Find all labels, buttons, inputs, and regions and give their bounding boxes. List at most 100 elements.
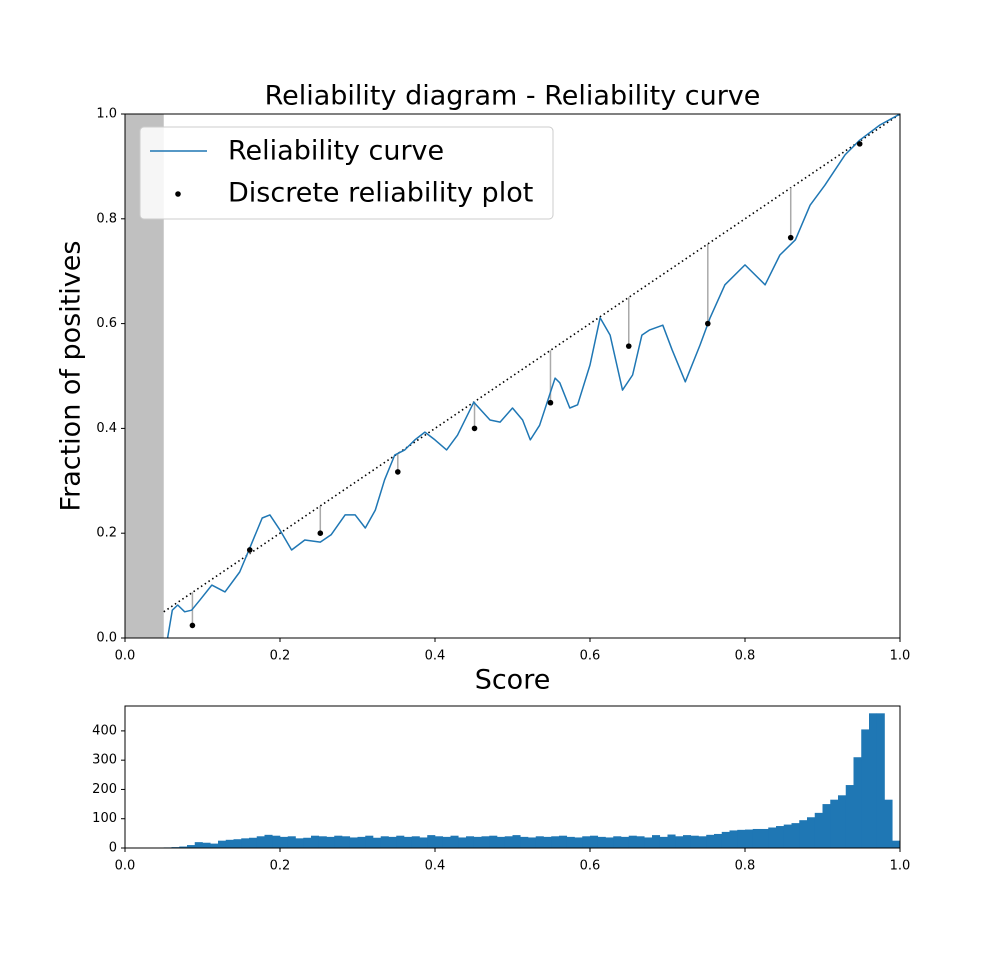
- discrete-point: [547, 399, 554, 406]
- histogram-bar: [845, 785, 854, 848]
- y-axis-label: Fraction of positives: [56, 241, 87, 512]
- x-tick-label: 1.0: [890, 649, 911, 664]
- histogram-bar: [659, 836, 668, 848]
- histogram-bar: [644, 837, 653, 848]
- histogram-bar: [435, 836, 444, 848]
- histogram-bar: [822, 804, 831, 848]
- histogram-bar: [342, 836, 351, 848]
- histogram-bar: [272, 835, 281, 848]
- histogram-bar: [706, 834, 715, 848]
- frame: [124, 705, 901, 849]
- histogram-bar: [551, 836, 560, 848]
- histogram-bar: [481, 836, 490, 848]
- y-tick-label: 0.4: [96, 421, 117, 436]
- histogram-bar: [830, 799, 839, 848]
- histogram-bar: [187, 845, 196, 848]
- histogram-bar: [698, 836, 707, 848]
- histogram-bar: [489, 835, 498, 848]
- y-tick-label: 0.2: [96, 526, 117, 541]
- histogram-bar: [861, 729, 870, 848]
- histogram-bar: [473, 836, 482, 848]
- legend-label: Discrete reliability plot: [228, 178, 533, 209]
- histogram-bar: [791, 823, 800, 848]
- histogram-bar: [326, 836, 335, 848]
- histogram-bar: [233, 839, 242, 848]
- histogram-bar: [752, 828, 761, 848]
- histogram-bar: [512, 835, 521, 848]
- histogram-bar: [714, 833, 723, 848]
- histogram-bar: [280, 836, 289, 848]
- histogram-bar: [194, 842, 203, 848]
- histogram-bar: [373, 837, 382, 848]
- histogram-bar: [807, 817, 816, 848]
- histogram-bar: [543, 836, 552, 848]
- discrete-point: [395, 469, 401, 475]
- discrete-point: [705, 320, 711, 327]
- y-tick-label: 0.6: [96, 316, 117, 331]
- histogram-bar: [768, 827, 777, 848]
- histogram-bar: [264, 834, 273, 848]
- histogram-bar: [853, 757, 862, 848]
- histogram-bar: [419, 837, 428, 848]
- histogram-bar: [799, 820, 808, 848]
- histogram-bar: [776, 826, 785, 848]
- histogram-bar: [303, 837, 312, 848]
- legend-label: Reliability curve: [228, 136, 444, 167]
- discrete-point: [787, 234, 794, 241]
- discrete-point: [471, 425, 478, 432]
- histogram-bar: [202, 842, 211, 848]
- histogram-bar: [814, 812, 823, 848]
- y-tick-label: 200: [92, 782, 117, 797]
- histogram-bar: [729, 830, 738, 848]
- x-tick-label: 0.4: [425, 649, 446, 664]
- histogram-bar: [504, 836, 513, 848]
- histogram-bar: [892, 840, 901, 848]
- x-tick-label: 0.8: [735, 649, 756, 664]
- x-tick-label: 1.0: [890, 859, 911, 874]
- histogram-bar: [287, 836, 296, 848]
- histogram-bar: [745, 829, 754, 848]
- histogram-bar: [411, 836, 420, 848]
- x-tick-label: 0.0: [115, 649, 136, 664]
- histogram-bar: [838, 795, 847, 848]
- histogram-bar: [590, 835, 599, 848]
- histogram-bar: [427, 835, 436, 848]
- histogram-bar: [690, 835, 699, 848]
- histogram-bar: [365, 835, 374, 848]
- histogram-bar: [582, 836, 591, 848]
- x-tick-label: 0.2: [270, 649, 291, 664]
- histogram-bar: [876, 713, 885, 848]
- histogram-bar: [574, 837, 583, 848]
- histogram-bar: [652, 835, 661, 848]
- histogram-bar: [450, 835, 459, 848]
- histogram-bar: [218, 840, 227, 848]
- x-tick-label: 0.6: [580, 859, 601, 874]
- histogram-bar: [621, 836, 630, 848]
- y-tick-label: 1.0: [96, 107, 117, 122]
- legend-dot: [175, 191, 181, 197]
- histogram-bar: [605, 837, 614, 848]
- histogram-bar: [349, 837, 358, 848]
- x-tick-label: 0.8: [735, 859, 756, 874]
- histogram-bar: [318, 836, 327, 848]
- discrete-point: [189, 622, 196, 629]
- histogram-bar: [442, 836, 451, 848]
- discrete-point: [246, 547, 253, 553]
- histogram-bar: [559, 835, 568, 848]
- histogram-bar: [869, 713, 878, 848]
- histogram-bar: [295, 838, 304, 848]
- histogram-bar: [535, 836, 544, 848]
- histogram-bar: [249, 837, 258, 848]
- histogram-bar: [179, 846, 188, 848]
- y-tick-label: 300: [92, 753, 117, 768]
- discrete-point: [317, 530, 324, 536]
- histogram-bar: [721, 831, 730, 848]
- histogram-bar: [380, 836, 389, 848]
- histogram-bar: [396, 835, 405, 848]
- histogram-bar: [458, 837, 467, 848]
- discrete-point: [625, 343, 632, 349]
- y-tick-label: 0.0: [96, 631, 117, 646]
- histogram-bar: [241, 838, 250, 848]
- x-tick-label: 0.2: [270, 859, 291, 874]
